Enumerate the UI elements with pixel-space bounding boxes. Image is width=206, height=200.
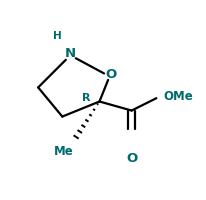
Text: Me: Me [53,144,73,157]
Text: R: R [82,93,90,103]
Text: O: O [104,68,116,81]
Text: N: N [64,47,76,59]
Text: H: H [53,31,61,41]
Text: OMe: OMe [162,89,192,102]
Text: O: O [125,152,137,164]
